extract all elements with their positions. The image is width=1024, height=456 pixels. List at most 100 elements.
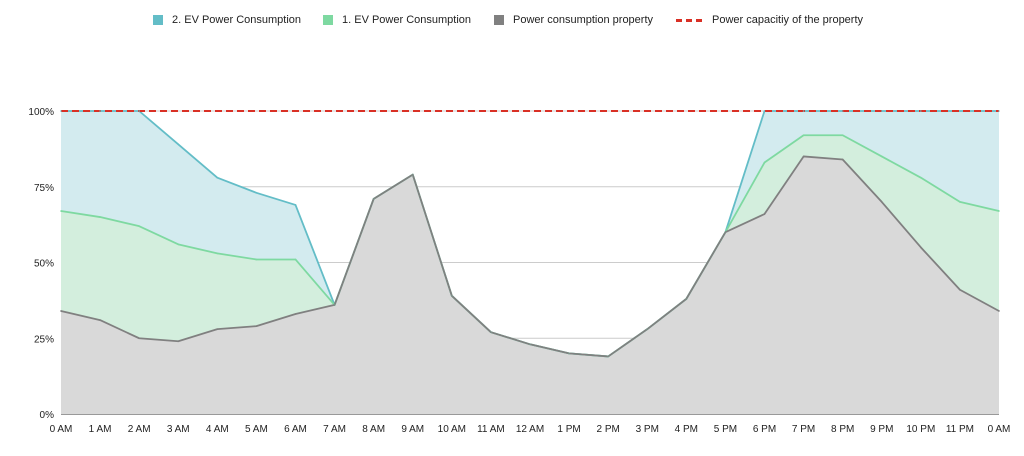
chart-legend: 2. EV Power Consumption 1. EV Power Cons… xyxy=(0,12,1024,28)
legend-label-ev1: 1. EV Power Consumption xyxy=(342,14,472,26)
x-axis-ticks: 0 AM 1 AM 2 AM 3 AM 4 AM 5 AM 6 AM 7 AM 8 AM 9 AM… xyxy=(50,424,1011,435)
data-point-series-1 xyxy=(959,201,961,203)
data-point-series-2 xyxy=(763,213,766,215)
data-point-series-0 xyxy=(880,110,883,112)
data-point-series-2 xyxy=(451,295,453,297)
x-tick-label: 4 AM xyxy=(206,424,229,435)
x-tick-label: 6 AM xyxy=(284,424,307,435)
data-point-series-1 xyxy=(216,252,219,255)
x-tick-label: 5 AM xyxy=(245,424,268,435)
data-point-series-1 xyxy=(294,258,297,261)
legend-label-property: Power consumption property xyxy=(513,14,654,26)
data-point-series-2 xyxy=(802,155,805,158)
data-point-series-2 xyxy=(177,340,180,343)
data-point-series-2 xyxy=(138,337,140,340)
data-point-series-2 xyxy=(255,325,258,327)
data-point-series-0 xyxy=(920,110,922,112)
data-point-series-0 xyxy=(998,110,1000,112)
data-point-series-2 xyxy=(880,201,883,203)
x-tick-label: 12 AM xyxy=(516,424,544,435)
data-point-series-2 xyxy=(607,355,609,358)
legend-swatch-ev1 xyxy=(323,15,333,25)
y-tick-label: 50% xyxy=(34,259,54,270)
legend-item-ev1[interactable]: 1. EV Power Consumption xyxy=(323,12,471,28)
data-point-series-2 xyxy=(568,352,570,355)
data-point-series-1 xyxy=(60,210,62,212)
legend-label-ev2: 2. EV Power Consumption xyxy=(172,14,302,26)
area-series-2 xyxy=(61,156,999,414)
data-point-series-2 xyxy=(920,246,922,249)
data-point-series-2 xyxy=(646,328,649,330)
data-point-series-0 xyxy=(763,110,766,112)
x-tick-label: 10 PM xyxy=(906,424,935,435)
chart-areas xyxy=(61,111,999,415)
data-point-series-2 xyxy=(959,288,961,291)
data-point-series-1 xyxy=(880,155,883,158)
data-point-series-0 xyxy=(216,176,219,179)
data-point-series-2 xyxy=(490,331,492,333)
data-point-series-1 xyxy=(99,216,101,218)
legend-item-ev2[interactable]: 2. EV Power Consumption xyxy=(153,12,301,28)
data-point-series-1 xyxy=(998,210,1000,212)
x-tick-label: 4 PM xyxy=(675,424,698,435)
x-tick-label: 11 PM xyxy=(946,424,974,435)
data-point-series-0 xyxy=(99,110,101,112)
data-point-series-1 xyxy=(920,176,922,179)
y-axis-ticks: 0% 25% 50% 75% 100% xyxy=(28,107,54,421)
x-tick-label: 7 PM xyxy=(792,424,815,435)
x-tick-label: 2 AM xyxy=(128,424,151,435)
legend-item-capacity[interactable]: Power capacitiy of the property xyxy=(676,12,863,28)
x-tick-label: 0 AM xyxy=(988,424,1011,435)
legend-item-property[interactable]: Power consumption property xyxy=(494,12,653,28)
data-point-series-0 xyxy=(60,110,62,112)
data-point-series-1 xyxy=(255,258,258,261)
data-point-series-2 xyxy=(333,304,336,306)
data-point-series-2 xyxy=(372,198,375,200)
y-tick-label: 25% xyxy=(34,334,54,345)
data-point-series-2 xyxy=(685,298,688,300)
chart-points xyxy=(60,110,1000,358)
data-point-series-1 xyxy=(841,134,844,137)
legend-swatch-property xyxy=(494,15,504,25)
x-tick-label: 11 AM xyxy=(477,424,505,435)
data-point-series-0 xyxy=(255,192,258,194)
x-tick-label: 6 PM xyxy=(753,424,776,435)
x-tick-label: 9 PM xyxy=(870,424,893,435)
x-tick-label: 9 AM xyxy=(401,424,424,435)
data-point-series-2 xyxy=(411,173,414,176)
x-tick-label: 5 PM xyxy=(714,424,737,435)
data-point-series-2 xyxy=(529,343,531,346)
data-point-series-2 xyxy=(99,319,101,321)
data-point-series-0 xyxy=(294,204,297,206)
data-point-series-2 xyxy=(724,231,727,233)
x-tick-label: 8 PM xyxy=(831,424,854,435)
data-point-series-1 xyxy=(763,161,766,164)
legend-swatch-ev2 xyxy=(153,15,163,25)
x-tick-label: 8 AM xyxy=(362,424,385,435)
data-point-series-1 xyxy=(802,134,805,137)
data-point-series-2 xyxy=(998,310,1000,312)
legend-label-capacity: Power capacitiy of the property xyxy=(712,14,864,26)
x-tick-label: 10 AM xyxy=(438,424,466,435)
y-tick-label: 0% xyxy=(40,410,55,421)
data-point-series-2 xyxy=(294,313,297,315)
data-point-series-1 xyxy=(177,243,180,246)
data-point-series-0 xyxy=(802,110,805,112)
data-point-series-0 xyxy=(841,110,844,112)
data-point-series-2 xyxy=(216,328,219,330)
x-tick-label: 1 AM xyxy=(89,424,112,435)
data-point-series-0 xyxy=(138,110,140,112)
x-tick-label: 1 PM xyxy=(557,424,580,435)
x-tick-label: 7 AM xyxy=(323,424,346,435)
y-tick-label: 75% xyxy=(34,183,54,194)
x-tick-label: 0 AM xyxy=(50,424,73,435)
x-tick-label: 3 AM xyxy=(167,424,190,435)
data-point-series-2 xyxy=(841,158,844,161)
data-point-series-0 xyxy=(959,110,961,112)
x-tick-label: 3 PM xyxy=(636,424,659,435)
data-point-series-0 xyxy=(177,143,180,146)
data-point-series-2 xyxy=(60,310,62,312)
y-tick-label: 100% xyxy=(28,107,54,118)
x-tick-label: 2 PM xyxy=(596,424,619,435)
